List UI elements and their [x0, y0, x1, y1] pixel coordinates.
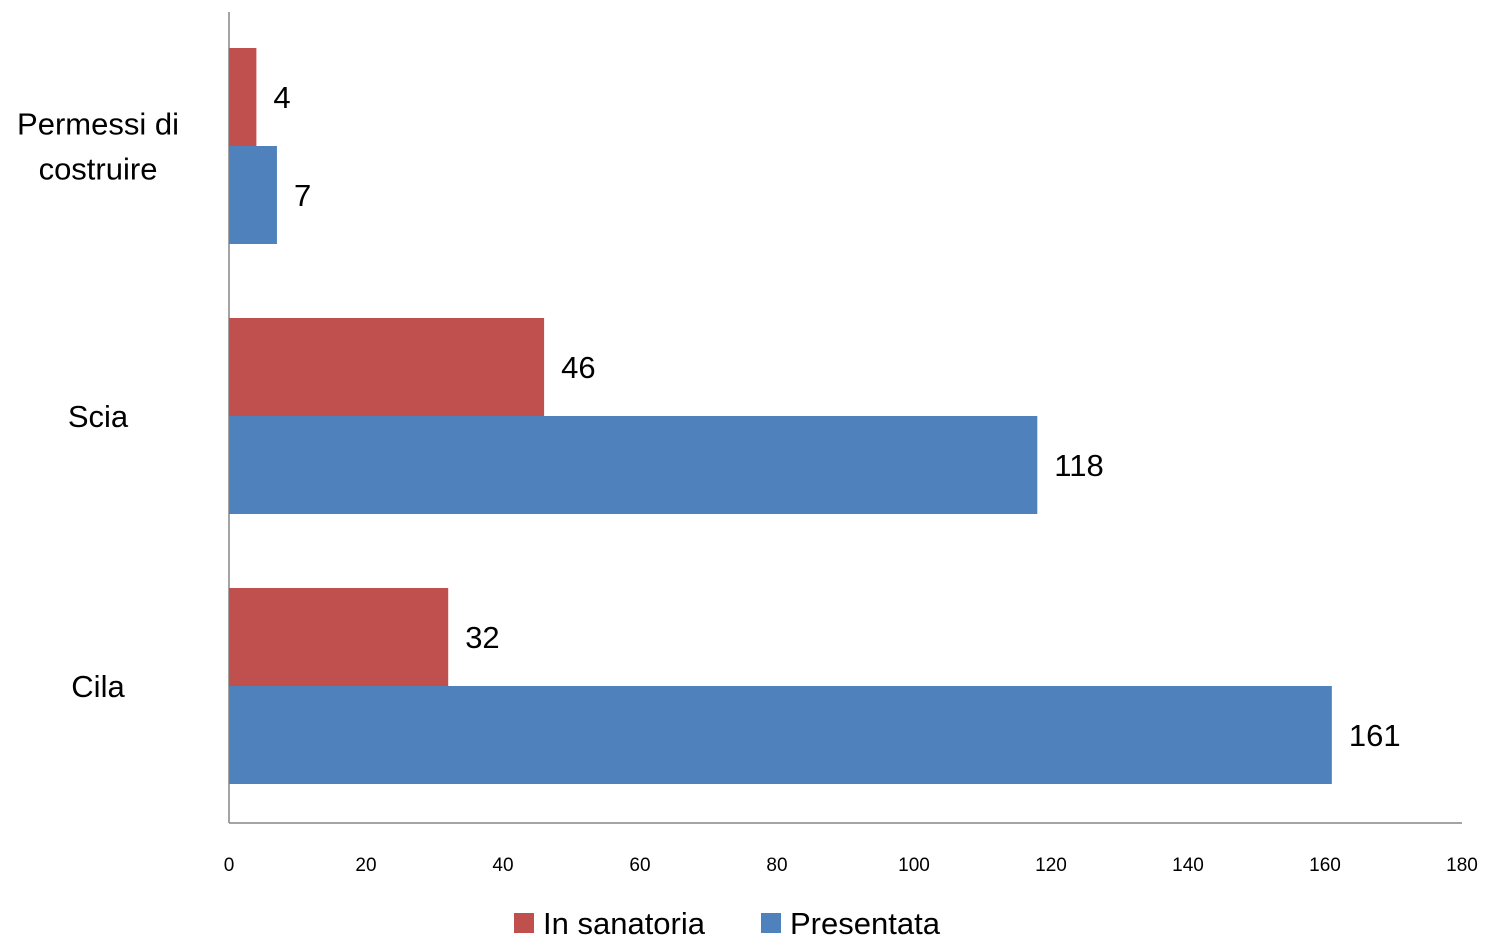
x-tick-label: 120	[1035, 855, 1067, 876]
category-label: Permessi di	[17, 107, 179, 142]
category-label: Scia	[68, 399, 129, 434]
category-label: costruire	[39, 152, 158, 187]
data-label: 118	[1054, 448, 1103, 483]
data-label: 46	[561, 350, 595, 385]
data-label: 7	[294, 178, 311, 213]
legend-label: Presentata	[790, 906, 941, 941]
data-label: 161	[1349, 718, 1401, 753]
bar	[229, 416, 1038, 514]
x-tick-label: 140	[1172, 855, 1204, 876]
x-tick-label: 60	[629, 855, 650, 876]
bar	[229, 686, 1332, 784]
x-tick-label: 80	[766, 855, 787, 876]
x-tick-label: 180	[1446, 855, 1478, 876]
bar	[229, 48, 257, 146]
x-tick-label: 100	[898, 855, 930, 876]
x-tick-label: 160	[1309, 855, 1341, 876]
bar	[229, 318, 545, 416]
data-label: 32	[465, 620, 499, 655]
legend-swatch	[514, 913, 534, 933]
bar	[229, 146, 277, 244]
data-label: 4	[273, 80, 290, 115]
legend-swatch	[761, 913, 781, 933]
x-tick-label: 40	[492, 855, 513, 876]
category-label: Cila	[71, 669, 125, 704]
bar	[229, 588, 449, 686]
legend-label: In sanatoria	[543, 906, 706, 941]
x-tick-label: 0	[224, 855, 235, 876]
x-tick-label: 20	[355, 855, 376, 876]
